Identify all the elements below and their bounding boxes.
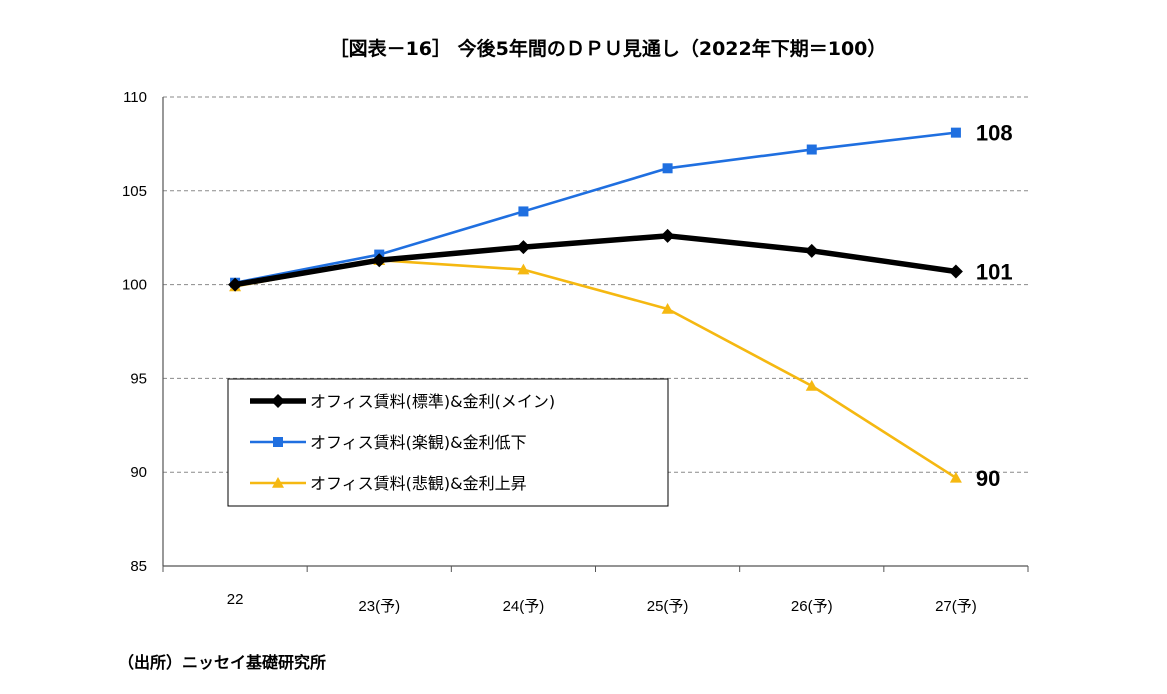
legend-label: オフィス賃料(悲観)&金利上昇 — [310, 474, 527, 493]
data-point-main — [804, 243, 819, 258]
source-note: （出所）ニッセイ基礎研究所 — [118, 653, 326, 672]
data-point-main — [948, 264, 963, 279]
data-point-pessimistic — [949, 471, 962, 483]
legend-label: オフィス賃料(標準)&金利(メイン) — [310, 392, 555, 411]
axes — [162, 97, 1029, 572]
y-tick-label: 100 — [122, 277, 147, 294]
end-label-pessimistic: 90 — [976, 466, 1000, 491]
x-axis-tick-labels: 22 23(予) 24(予) 25(予) 26(予) 27(予) — [227, 591, 977, 615]
x-tick-label: 24(予) — [503, 598, 545, 615]
x-tick-label: 26(予) — [791, 598, 833, 615]
end-label-main: 101 — [976, 259, 1013, 284]
y-tick-label: 105 — [122, 183, 147, 200]
x-tick-label: 22 — [227, 591, 244, 608]
legend: オフィス賃料(標準)&金利(メイン) オフィス賃料(楽観)&金利低下オフィス賃料(… — [227, 378, 669, 507]
chart-title: ［図表－16］ 今後5年間のＤＰＵ見通し（2022年下期＝100） — [330, 37, 887, 60]
y-tick-label: 85 — [130, 558, 147, 575]
series-main — [228, 228, 963, 292]
end-value-labels: 101 108 90 — [976, 121, 1013, 491]
legend-entry-pessimistic: オフィス賃料(悲観)&金利上昇 — [250, 474, 527, 493]
end-label-optimistic: 108 — [976, 121, 1013, 146]
legend-entry-optimistic: オフィス賃料(楽観)&金利低下 — [250, 433, 527, 452]
series-line-optimistic — [234, 131, 957, 284]
series-optimistic — [230, 127, 961, 288]
y-tick-label: 110 — [123, 89, 147, 106]
legend-swatch-marker — [271, 394, 285, 408]
legend-entry-main: オフィス賃料(標準)&金利(メイン) — [250, 392, 555, 411]
data-point-optimistic — [806, 144, 817, 155]
legend-swatch-marker — [273, 437, 283, 447]
data-point-pessimistic — [661, 302, 674, 314]
y-tick-label: 95 — [130, 370, 147, 387]
data-point-pessimistic — [805, 379, 818, 391]
legend-swatch-marker — [272, 477, 284, 488]
data-point-main — [516, 240, 531, 255]
x-tick-label: 25(予) — [647, 598, 689, 615]
series-line-main — [234, 233, 957, 288]
data-point-main — [660, 228, 675, 243]
data-point-optimistic — [518, 206, 529, 217]
series-lines — [228, 127, 963, 483]
y-tick-label: 90 — [130, 464, 147, 481]
legend-label: オフィス賃料(楽観)&金利低下 — [310, 433, 527, 452]
data-point-optimistic — [662, 163, 673, 174]
x-tick-label: 27(予) — [935, 598, 977, 615]
y-axis-tick-labels: 85 90 95 100 105 110 — [122, 89, 147, 575]
data-point-pessimistic — [517, 263, 530, 275]
data-point-main — [228, 277, 243, 292]
x-tick-label: 23(予) — [358, 598, 400, 615]
data-point-main — [372, 253, 387, 268]
data-point-optimistic — [950, 127, 961, 138]
